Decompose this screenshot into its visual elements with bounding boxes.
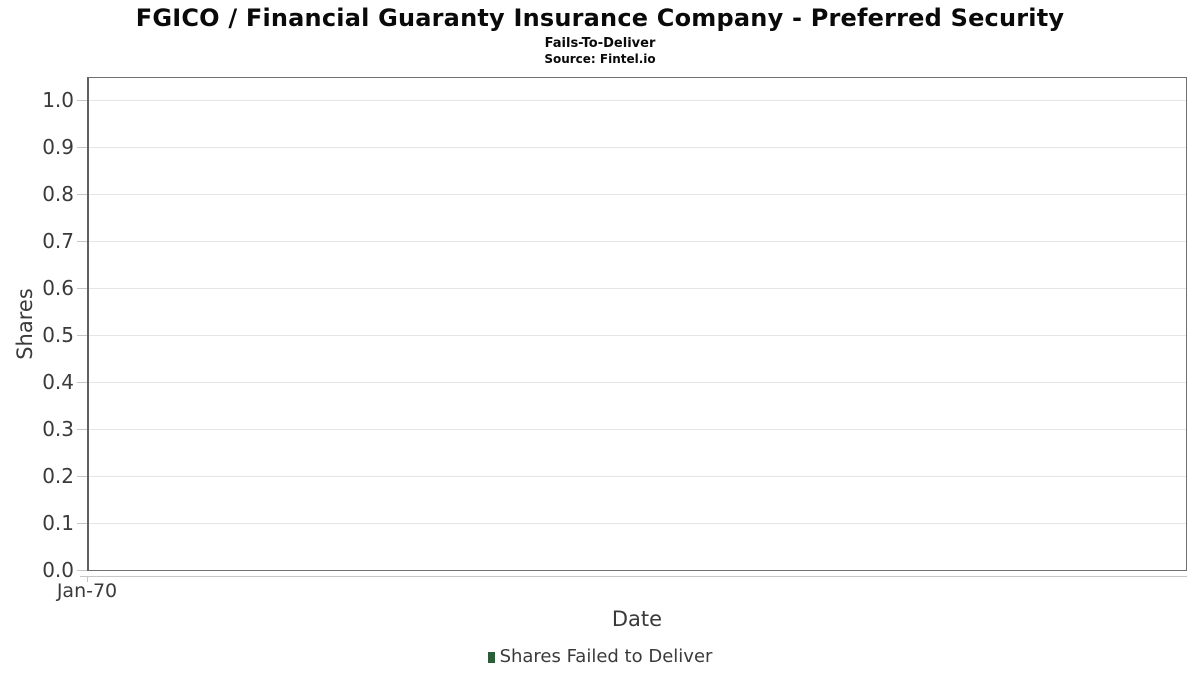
legend-marker-icon: [487, 651, 495, 663]
chart-source: Source: Fintel.io: [544, 52, 656, 66]
y-axis-tick-label: 1.0: [42, 88, 74, 113]
y-axis-tick-label: 0.8: [42, 182, 74, 207]
gridline: [89, 194, 1186, 196]
gridline: [89, 147, 1186, 149]
legend-entry[interactable]: Shares Failed to Deliver: [487, 646, 713, 667]
y-axis-tick-mark: [77, 288, 87, 290]
y-axis-tick-mark: [77, 194, 87, 196]
y-axis-tick-mark: [77, 382, 87, 384]
gridline: [89, 523, 1186, 524]
y-axis-tick-label: 0.4: [42, 370, 74, 395]
x-axis-tick-label: Jan-70: [56, 580, 118, 602]
gridline: [89, 100, 1186, 102]
y-axis-tick-mark: [77, 429, 87, 431]
gridline: [89, 335, 1186, 337]
y-axis-tick-label: 0.2: [42, 464, 74, 489]
legend: Shares Failed to Deliver: [0, 646, 1200, 667]
y-axis-tick-label: 0.5: [42, 323, 74, 348]
gridline: [89, 476, 1186, 478]
y-axis-tick-mark: [77, 476, 87, 478]
y-axis-tick-mark: [77, 147, 87, 149]
x-axis-tick-mark: [87, 576, 88, 582]
y-axis-tick-label: 0.9: [42, 135, 74, 160]
y-axis-tick-mark: [77, 570, 87, 571]
x-axis-label: Date: [611, 607, 663, 631]
gridline: [89, 429, 1186, 431]
y-axis-tick-label: 0.0: [42, 558, 74, 582]
plot-area: [87, 77, 1187, 571]
chart-subtitle: Fails-To-Deliver: [544, 36, 656, 51]
chart-title: FGICO / Financial Guaranty Insurance Com…: [135, 4, 1065, 32]
gridline: [89, 241, 1186, 243]
y-axis-tick-mark: [77, 523, 87, 524]
gridline: [89, 382, 1186, 384]
y-axis-tick-mark: [77, 335, 87, 337]
y-axis-tick-label: 0.3: [42, 417, 74, 442]
gridline: [89, 288, 1186, 290]
legend-label: Shares Failed to Deliver: [499, 646, 713, 667]
y-axis-tick-label: 0.7: [42, 229, 74, 254]
y-axis-tick-label: 0.1: [42, 511, 74, 535]
y-axis-tick-mark: [77, 241, 87, 243]
x-axis-line: [80, 576, 1187, 577]
y-axis-tick-mark: [77, 100, 87, 102]
y-axis-tick-label: 0.6: [42, 276, 74, 301]
